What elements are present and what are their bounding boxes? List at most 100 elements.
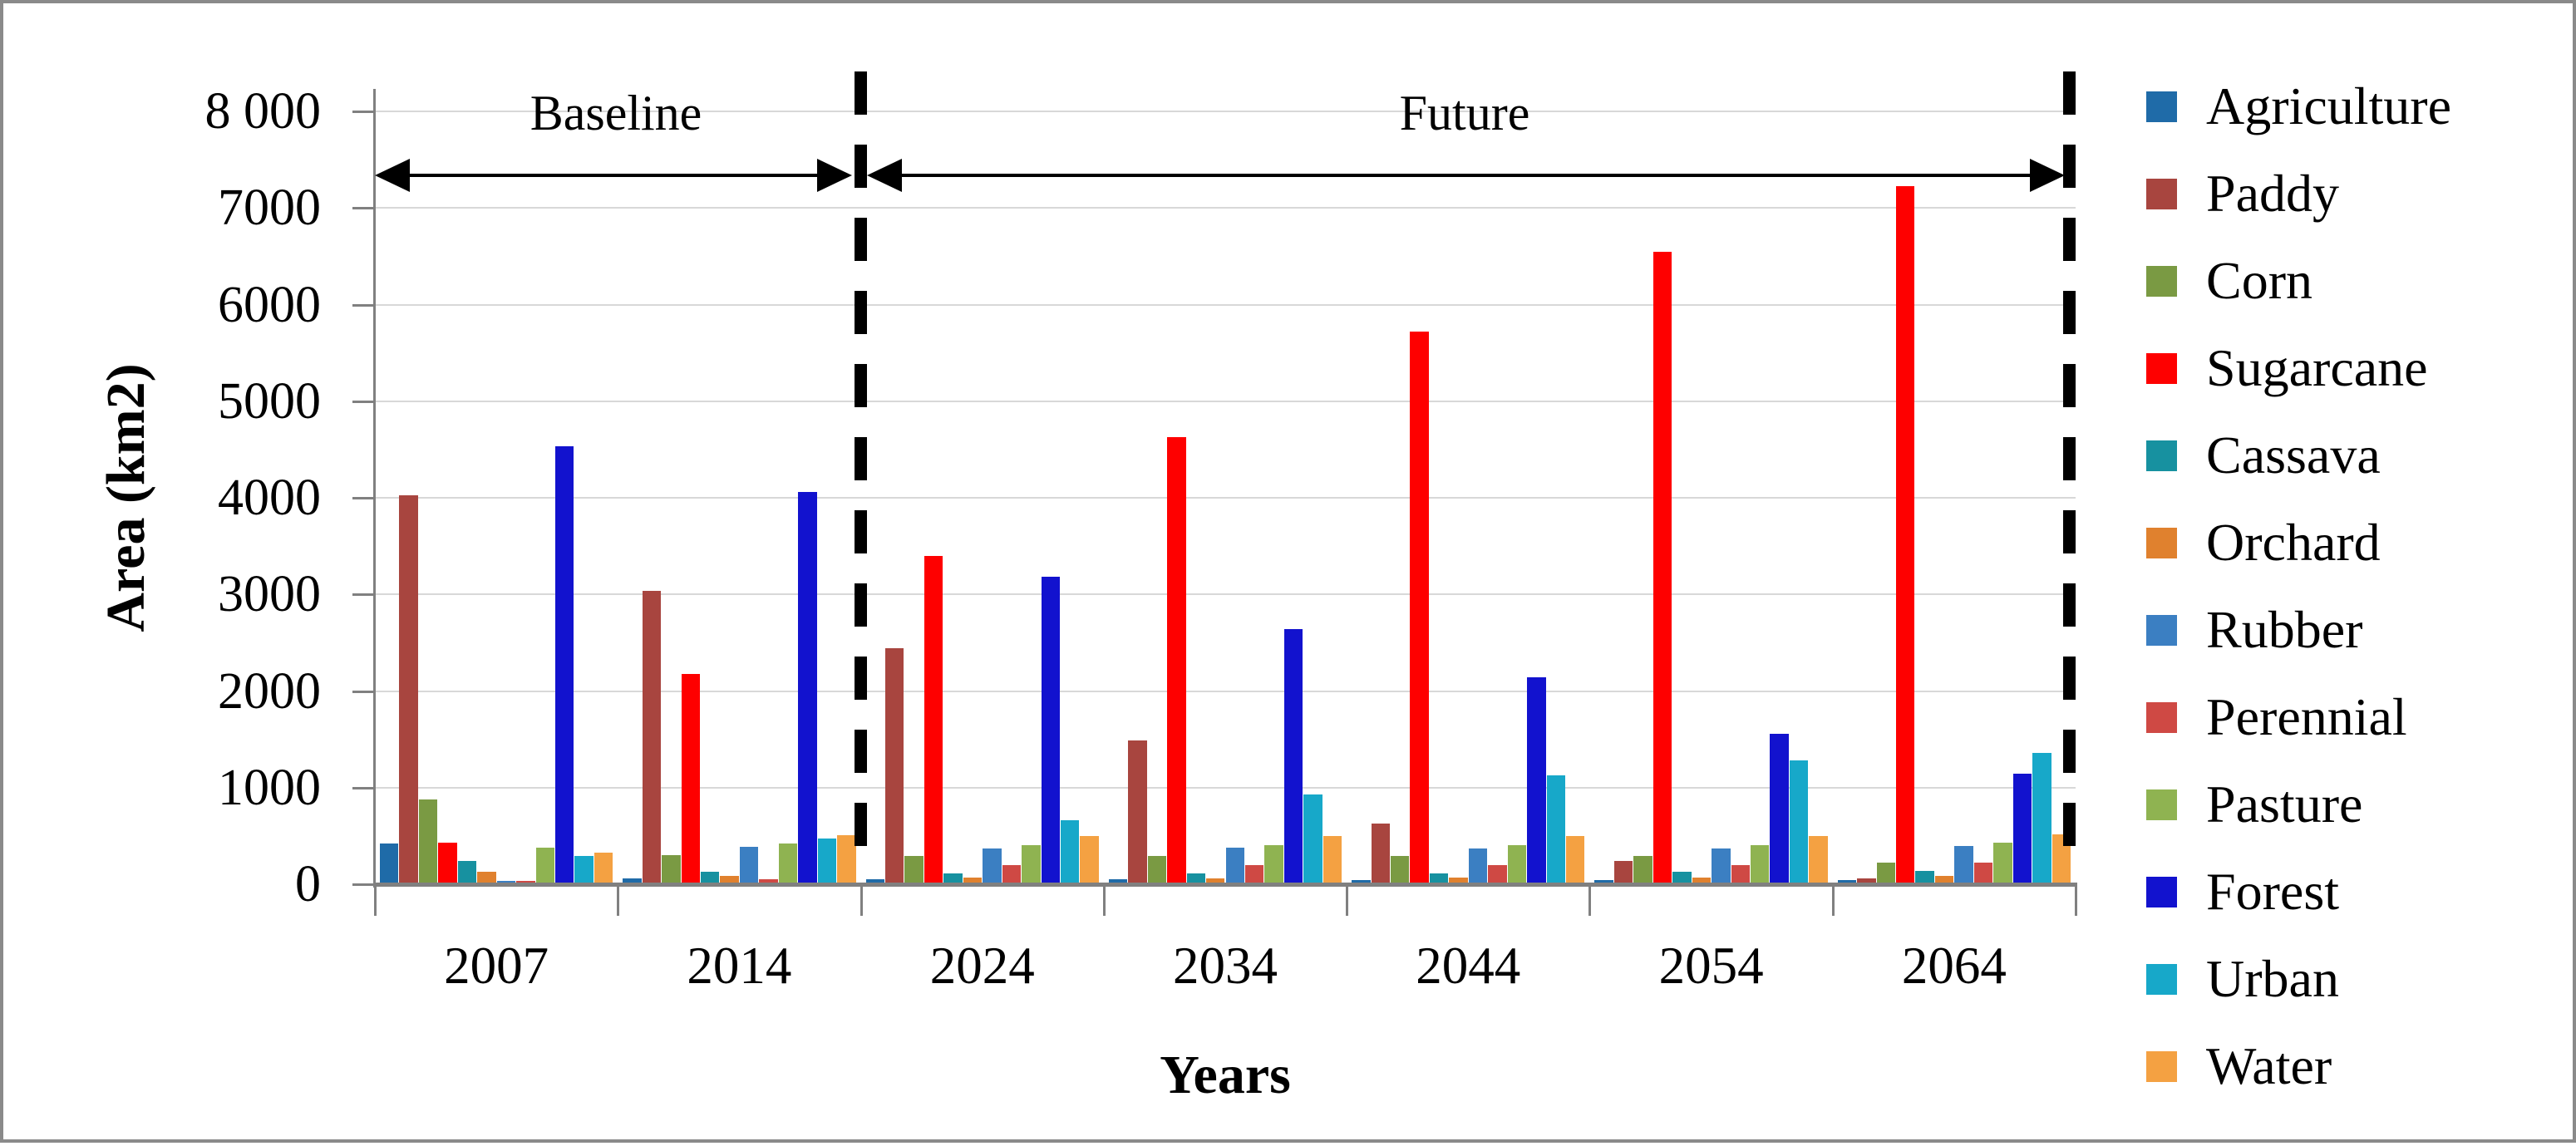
bar-pasture-2024 [1022,844,1041,884]
bar-urban-2024 [1060,819,1080,884]
legend-label: Urban [2206,949,2339,1008]
bar-orchard-2024 [963,878,983,884]
bar-corn-2064 [1876,863,1896,884]
bar-corn-2007 [418,799,438,884]
bar-perennial-2064 [1973,863,1993,884]
bar-paddy-2034 [1128,740,1147,884]
gridline-5000 [375,400,2076,402]
bar-rubber-2007 [496,880,516,884]
bar-forest-2034 [1283,628,1303,884]
gridline-2000 [375,690,2076,692]
bar-water-2014 [837,835,856,884]
x-axis-label-2054: 2054 [1658,937,1764,995]
legend-swatch-icon [2146,615,2177,646]
x-axis-boundary-tick-1 [617,884,620,916]
gridline-4000 [375,497,2076,499]
bar-perennial-2007 [516,880,535,884]
y-axis-tick-0 [352,883,373,886]
period-separator-line-left [855,71,867,876]
bar-pasture-2034 [1264,844,1283,884]
legend-swatch-icon [2146,179,2177,209]
bar-orchard-2007 [477,871,496,884]
bar-forest-2064 [2012,774,2032,884]
bar-water-2034 [1322,835,1342,884]
y-axis-tick-5000 [352,400,373,403]
bar-cassava-2024 [943,873,963,884]
bar-paddy-2064 [1857,878,1876,884]
legend-label: Paddy [2206,164,2339,223]
x-axis-boundary-tick-4 [1346,884,1349,916]
legend-swatch-icon [2146,440,2177,471]
bar-perennial-2024 [1002,865,1022,884]
legend-swatch-icon [2146,528,2177,558]
legend-label: Perennial [2206,687,2407,746]
bar-pasture-2044 [1507,844,1527,884]
bar-agriculture-2064 [1837,879,1857,884]
bar-cassava-2014 [701,871,720,884]
bar-perennial-2034 [1244,865,1264,884]
bar-orchard-2054 [1692,878,1712,884]
x-axis-label-2044: 2044 [1416,937,1521,995]
legend-item-urban: Urban [2136,947,2569,1011]
x-axis-label-2014: 2014 [687,937,792,995]
legend-item-forest: Forest [2136,860,2569,923]
bar-cassava-2044 [1429,873,1449,884]
legend-swatch-icon [2146,702,2177,733]
plot-area: 0 1000 2000 3000 4000 5000 6000 7000 8 000 2007 20… [3,3,2576,1146]
bar-urban-2014 [817,839,837,884]
x-axis-label-2024: 2024 [929,937,1035,995]
y-axis-title: Area (km2) [96,363,156,632]
bar-agriculture-2014 [623,878,642,884]
period-separator-line-right [2063,71,2076,876]
bar-water-2054 [1809,835,1828,884]
bar-water-2024 [1080,835,1099,884]
legend-swatch-icon [2146,789,2177,820]
y-axis-tick-8000 [352,111,373,113]
bar-rubber-2034 [1225,847,1244,884]
bar-rubber-2054 [1712,848,1731,884]
bar-corn-2014 [662,855,681,884]
bar-pasture-2054 [1750,844,1770,884]
legend-label: Corn [2206,251,2312,310]
legend-label: Forest [2206,862,2339,921]
y-axis-tick-1000 [352,786,373,789]
x-axis-boundary-tick-6 [1831,884,1835,916]
bar-perennial-2014 [759,878,778,884]
bar-urban-2034 [1303,794,1322,884]
bar-urban-2054 [1789,760,1809,884]
y-axis-tick-label-1000: 1000 [218,759,321,816]
bar-urban-2064 [2032,752,2051,884]
bar-sugarcane-2044 [1410,332,1429,884]
bar-forest-2054 [1770,733,1789,884]
gridline-8000 [375,111,2076,112]
x-axis-boundary-tick-2 [859,884,863,916]
baseline-period-label: Baseline [529,86,702,140]
bar-forest-2014 [798,492,817,884]
y-axis-tick-label-3000: 3000 [218,566,321,623]
legend-swatch-icon [2146,91,2177,122]
bar-orchard-2044 [1449,878,1468,884]
bar-rubber-2024 [983,848,1002,884]
bar-corn-2044 [1391,856,1410,884]
bar-forest-2024 [1041,577,1060,884]
legend-item-orchard: Orchard [2136,511,2569,574]
legend-swatch-icon [2146,266,2177,297]
x-axis-title: Years [1160,1045,1291,1105]
y-axis-tick-label-2000: 2000 [218,662,321,720]
bar-rubber-2014 [739,847,759,884]
bar-sugarcane-2014 [681,673,701,884]
bar-forest-2044 [1527,677,1546,884]
bar-agriculture-2054 [1594,880,1613,884]
legend-swatch-icon [2146,877,2177,907]
legend-item-corn: Corn [2136,249,2569,312]
gridline-6000 [375,303,2076,306]
bar-agriculture-2007 [380,844,399,884]
gridline-3000 [375,593,2076,596]
bar-corn-2024 [904,856,924,884]
bar-cassava-2007 [457,860,477,884]
legend-label: Water [2206,1036,2332,1095]
y-axis-tick-label-8000: 8 000 [204,83,322,140]
y-axis-spine [373,89,376,888]
bar-rubber-2044 [1468,848,1488,884]
legend-label: Cassava [2206,425,2381,484]
